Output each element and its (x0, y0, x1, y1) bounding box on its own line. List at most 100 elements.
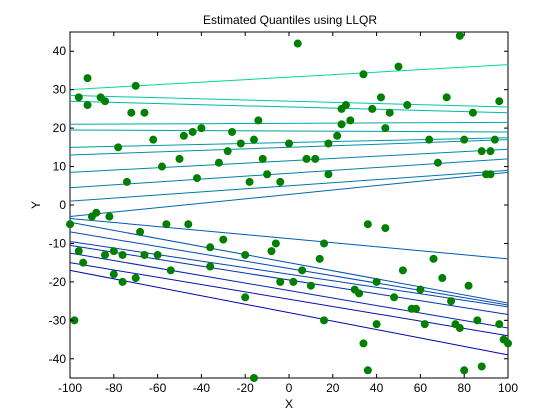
data-point (249, 135, 258, 144)
x-tick-label: 100 (498, 381, 518, 395)
x-tick-label: -20 (237, 381, 255, 395)
quantile-line-17 (70, 252, 508, 329)
data-point (276, 277, 285, 286)
data-point (311, 154, 320, 163)
data-point (455, 324, 464, 333)
data-point (245, 177, 254, 186)
data-point (363, 220, 372, 229)
data-point (376, 93, 385, 102)
data-point (359, 339, 368, 348)
data-point (490, 135, 499, 144)
x-tick-label: 60 (414, 381, 428, 395)
plot-frame (69, 31, 509, 379)
data-point (175, 154, 184, 163)
data-point (425, 135, 434, 144)
data-point (420, 320, 429, 329)
x-axis-label: X (285, 397, 293, 411)
data-point (394, 62, 403, 71)
data-point (109, 270, 118, 279)
data-point (74, 93, 83, 102)
data-point (206, 243, 215, 252)
data-point (241, 250, 250, 259)
data-point (381, 124, 390, 133)
quantile-line-3 (70, 100, 508, 114)
data-point (346, 116, 355, 125)
data-point (66, 220, 74, 229)
data-point (131, 274, 140, 283)
y-tick-label: -10 (49, 236, 67, 250)
data-point (254, 116, 263, 125)
data-point (249, 374, 258, 382)
data-point (109, 247, 118, 256)
data-point (241, 293, 250, 302)
plot-area (66, 31, 512, 382)
quantile-line-5 (70, 129, 508, 133)
y-tick-label: -20 (49, 275, 67, 289)
data-point (263, 170, 272, 179)
y-tick-label: 20 (53, 121, 67, 135)
data-point (438, 274, 447, 283)
data-point (355, 289, 364, 298)
data-point (293, 39, 302, 48)
data-point (372, 277, 381, 286)
x-tick-label: 0 (286, 381, 293, 395)
data-point (122, 177, 131, 186)
data-point (477, 147, 486, 156)
y-tick-labels: -40 -30 -20 -10 0 10 20 30 40 (49, 44, 67, 366)
x-tick-label: 80 (458, 381, 472, 395)
data-point (302, 154, 311, 163)
data-point (140, 250, 149, 259)
data-point (473, 316, 482, 325)
y-tick-label: 40 (53, 44, 67, 58)
data-point (447, 297, 456, 306)
data-point (460, 366, 469, 375)
data-point (118, 277, 127, 286)
data-point (114, 143, 123, 152)
data-point (101, 250, 110, 259)
quantile-line-11 (70, 171, 508, 218)
data-point (285, 139, 293, 148)
data-point (118, 250, 127, 259)
quantile-line-10 (70, 169, 508, 202)
data-point (289, 277, 298, 286)
data-point (433, 158, 442, 167)
quantile-line-14 (70, 231, 508, 306)
data-point (306, 281, 315, 290)
data-point (70, 316, 79, 325)
data-point (228, 127, 237, 136)
x-tick-labels: -100 -80 -60 -40 -20 0 20 40 60 80 100 (58, 381, 518, 395)
data-point (455, 31, 464, 40)
data-point (372, 320, 381, 329)
quantile-lines (70, 64, 508, 356)
data-point (337, 120, 346, 129)
data-point (157, 162, 166, 171)
data-point (320, 316, 329, 325)
data-point (267, 247, 276, 256)
data-point (385, 108, 394, 117)
data-point (333, 131, 342, 140)
data-point (258, 154, 267, 163)
y-tick-label: 30 (53, 83, 67, 97)
x-tick-label: -60 (149, 381, 167, 395)
x-tick-label: 40 (370, 381, 384, 395)
data-point (136, 227, 145, 236)
data-point (381, 224, 390, 233)
data-point (74, 247, 83, 256)
quantile-line-8 (70, 148, 508, 173)
chart-title: Estimated Quantiles using LLQR (203, 13, 377, 27)
data-point (127, 108, 136, 117)
data-point (403, 101, 412, 110)
data-points (66, 31, 512, 382)
y-axis-label: Y (29, 201, 43, 209)
data-point (140, 108, 149, 117)
quantile-line-13 (70, 221, 508, 304)
data-point (188, 127, 197, 136)
y-tick-label: -40 (49, 352, 67, 366)
data-point (101, 97, 110, 106)
quantile-line-12 (70, 217, 508, 260)
data-point (320, 239, 329, 248)
data-point (398, 266, 407, 275)
data-point (363, 366, 372, 375)
data-point (83, 101, 92, 110)
